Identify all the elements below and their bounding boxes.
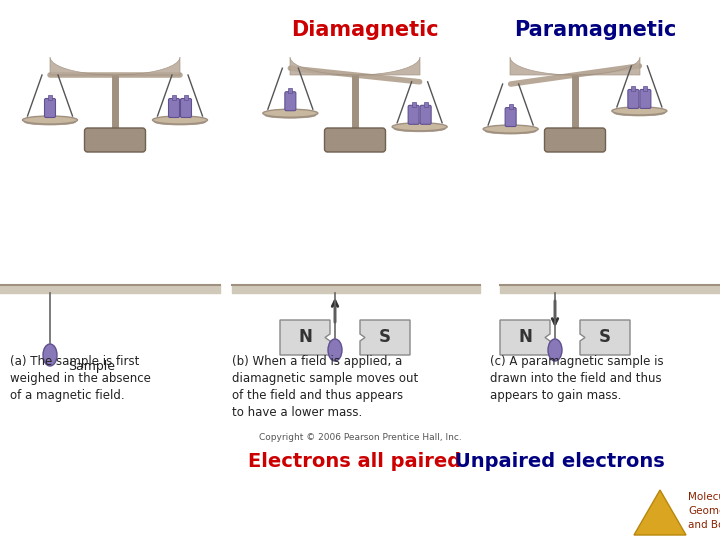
FancyBboxPatch shape [420,105,431,124]
Polygon shape [634,490,686,535]
Bar [184,95,188,100]
FancyBboxPatch shape [181,98,192,118]
Polygon shape [280,320,330,355]
Bar [172,95,176,100]
FancyBboxPatch shape [628,90,639,109]
Ellipse shape [328,339,342,361]
Ellipse shape [263,109,318,117]
Bar [631,86,635,91]
FancyBboxPatch shape [325,128,385,152]
Ellipse shape [614,110,665,116]
Text: Sample: Sample [68,360,115,373]
Bar [412,102,415,107]
FancyBboxPatch shape [408,105,419,124]
Text: (b) When a field is applied, a
diamagnetic sample moves out
of the field and thu: (b) When a field is applied, a diamagnet… [232,355,418,419]
Ellipse shape [155,119,205,125]
Polygon shape [580,320,630,355]
Ellipse shape [548,339,562,361]
Ellipse shape [24,119,76,125]
Polygon shape [50,57,180,75]
Ellipse shape [43,344,57,366]
Bar [644,86,647,91]
Bar [508,104,513,109]
Bar [288,88,292,93]
Text: Copyright © 2006 Pearson Prentice Hall, Inc.: Copyright © 2006 Pearson Prentice Hall, … [258,433,462,442]
FancyBboxPatch shape [285,92,296,111]
Bar [423,102,428,107]
Polygon shape [510,57,640,75]
Text: (c) A paramagnetic sample is
drawn into the field and thus
appears to gain mass.: (c) A paramagnetic sample is drawn into … [490,355,664,402]
Ellipse shape [483,125,538,133]
Text: Electrons all paired: Electrons all paired [248,452,462,471]
Ellipse shape [22,116,78,124]
Text: and Bonding: and Bonding [688,520,720,530]
Polygon shape [500,320,550,355]
Ellipse shape [392,123,447,131]
Text: S: S [599,328,611,347]
Text: N: N [518,328,532,347]
Text: S: S [379,328,391,347]
FancyBboxPatch shape [168,98,179,118]
Ellipse shape [265,112,316,118]
Text: Paramagnetic: Paramagnetic [514,20,676,40]
Text: Geometries: Geometries [688,506,720,516]
Polygon shape [290,57,420,75]
Bar [48,95,52,100]
Ellipse shape [485,128,536,134]
Polygon shape [360,320,410,355]
FancyBboxPatch shape [640,90,651,109]
Ellipse shape [612,107,667,115]
Ellipse shape [394,126,445,132]
Text: N: N [298,328,312,347]
Text: Molecular: Molecular [688,492,720,502]
Text: Diamagnetic: Diamagnetic [291,20,438,40]
FancyBboxPatch shape [505,107,516,126]
FancyBboxPatch shape [45,98,55,118]
FancyBboxPatch shape [84,128,145,152]
Text: Unpaired electrons: Unpaired electrons [455,452,665,471]
FancyBboxPatch shape [544,128,606,152]
Ellipse shape [153,116,207,124]
Text: (a) The sample is first
weighed in the absence
of a magnetic field.: (a) The sample is first weighed in the a… [10,355,151,402]
